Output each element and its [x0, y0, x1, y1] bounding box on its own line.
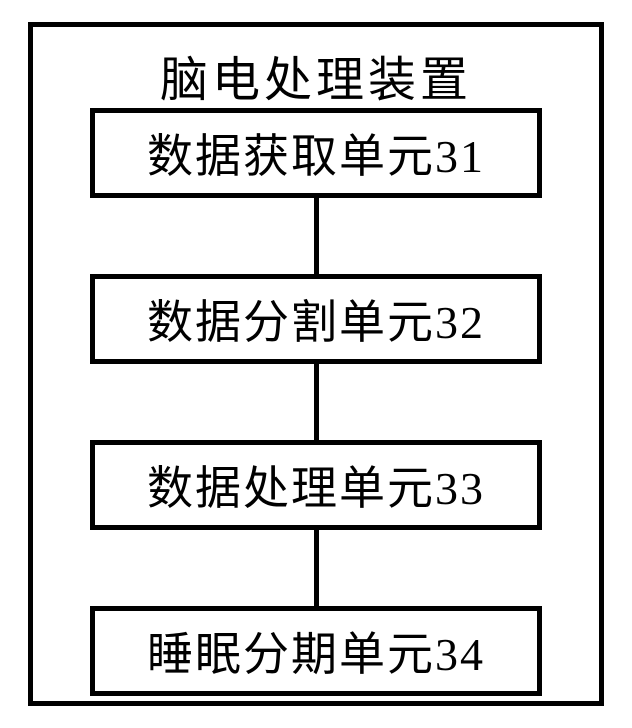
node-n1: 数据获取单元31 [90, 108, 542, 198]
node-label: 数据分割单元32 [147, 286, 485, 352]
node-n4: 睡眠分期单元34 [90, 606, 542, 696]
node-label: 睡眠分期单元34 [147, 618, 485, 684]
node-label: 数据处理单元33 [147, 452, 485, 518]
node-label: 数据获取单元31 [147, 120, 485, 186]
edge-n2-n3 [314, 364, 319, 440]
node-n2: 数据分割单元32 [90, 274, 542, 364]
node-n3: 数据处理单元33 [90, 440, 542, 530]
edge-n3-n4 [314, 530, 319, 606]
edge-n1-n2 [314, 198, 319, 274]
diagram-title: 脑电处理装置 [120, 40, 512, 110]
